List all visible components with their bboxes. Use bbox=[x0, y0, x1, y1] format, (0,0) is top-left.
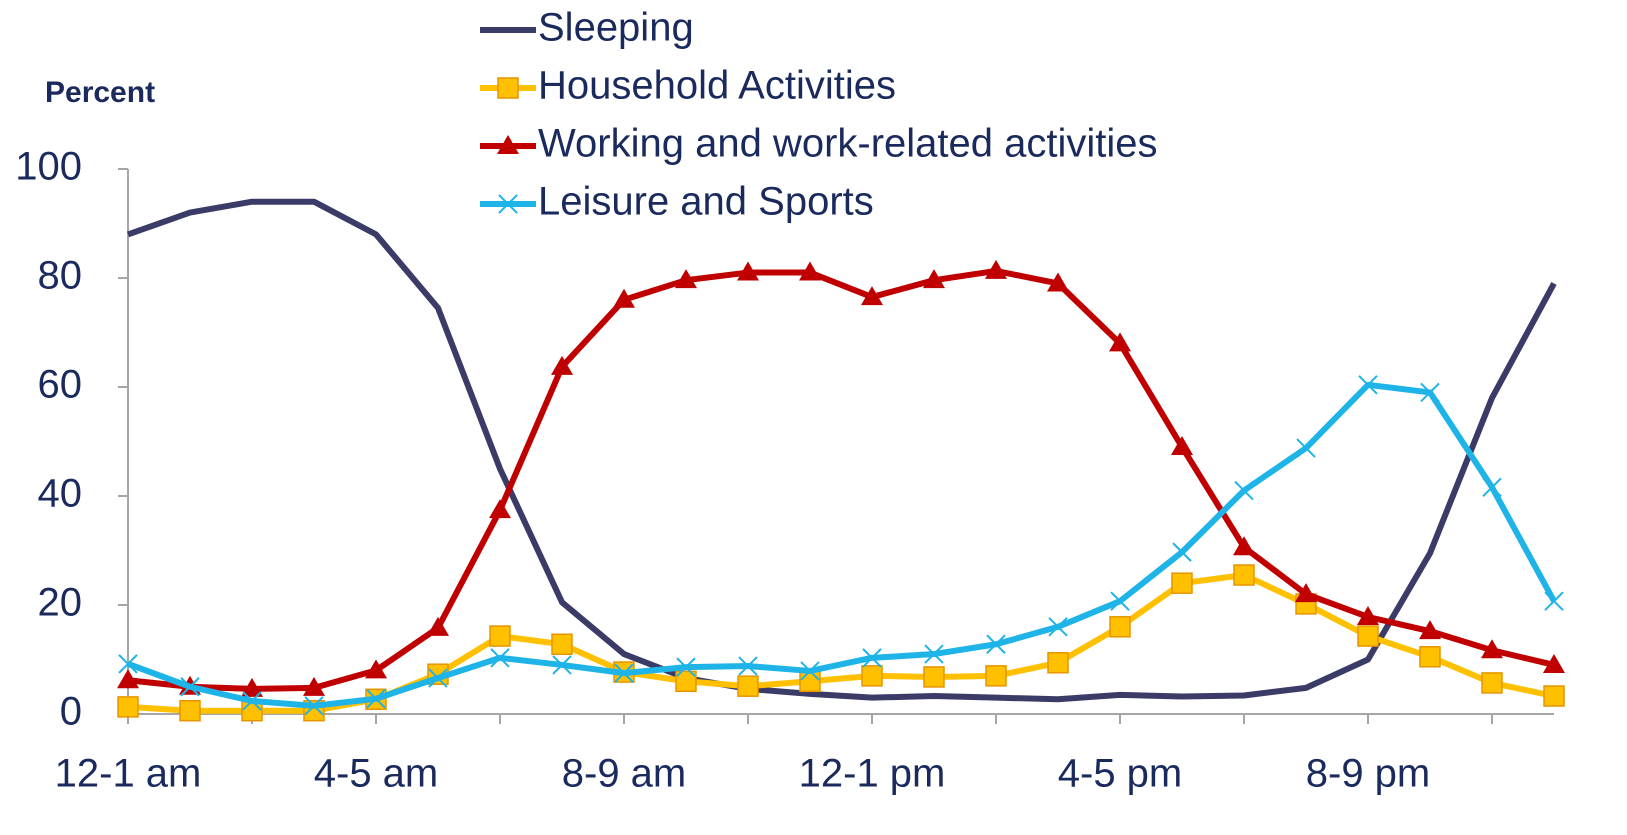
point-marker bbox=[1047, 272, 1069, 292]
point-marker bbox=[924, 644, 944, 664]
point-marker bbox=[1419, 620, 1441, 640]
point-marker bbox=[1171, 572, 1193, 594]
legend-marker bbox=[498, 194, 518, 214]
point-marker bbox=[117, 696, 139, 718]
series-line bbox=[127, 198, 1557, 703]
point-marker bbox=[1233, 564, 1255, 586]
point-marker bbox=[923, 269, 945, 289]
point-marker bbox=[986, 634, 1006, 654]
point-marker bbox=[1233, 536, 1255, 556]
legend-label: Sleeping bbox=[538, 6, 694, 50]
point-marker bbox=[1110, 591, 1130, 611]
x-tick-label: 4-5 am bbox=[314, 752, 439, 796]
point-marker bbox=[366, 689, 386, 709]
legend-marker bbox=[497, 135, 519, 154]
y-tick-label: 40 bbox=[38, 472, 83, 516]
point-marker bbox=[304, 696, 324, 716]
point-marker bbox=[613, 288, 635, 308]
point-marker bbox=[675, 269, 697, 289]
point-marker bbox=[1295, 583, 1317, 603]
point-marker bbox=[242, 691, 262, 711]
point-marker bbox=[799, 670, 821, 693]
point-marker bbox=[1482, 477, 1502, 497]
point-marker bbox=[676, 657, 696, 677]
x-tick-label: 12-1 pm bbox=[799, 752, 946, 796]
point-marker bbox=[985, 259, 1007, 279]
series-line bbox=[127, 572, 1555, 714]
x-tick-label: 8-9 pm bbox=[1306, 752, 1431, 796]
point-marker bbox=[551, 355, 573, 375]
point-marker bbox=[985, 665, 1007, 687]
y-tick-label: 100 bbox=[15, 145, 82, 189]
point-marker bbox=[365, 659, 387, 679]
point-marker bbox=[923, 666, 945, 688]
point-marker bbox=[862, 648, 882, 668]
y-tick-label: 0 bbox=[60, 690, 82, 734]
point-marker bbox=[1481, 639, 1503, 659]
point-marker bbox=[1357, 625, 1379, 647]
y-tick-label: 20 bbox=[38, 581, 83, 625]
point-marker bbox=[1048, 617, 1068, 637]
point-marker bbox=[1358, 375, 1378, 395]
y-tick-label: 60 bbox=[38, 363, 83, 407]
point-marker bbox=[1481, 672, 1503, 694]
point-marker bbox=[861, 286, 883, 306]
point-marker bbox=[800, 661, 820, 681]
point-marker bbox=[489, 625, 511, 647]
point-marker bbox=[427, 616, 449, 636]
point-marker bbox=[117, 669, 139, 689]
point-marker bbox=[118, 654, 138, 674]
point-marker bbox=[1543, 685, 1565, 707]
point-marker bbox=[1047, 652, 1069, 674]
point-marker bbox=[1172, 542, 1192, 562]
legend-label: Household Activities bbox=[538, 64, 896, 108]
point-marker bbox=[241, 677, 263, 697]
legend-marker bbox=[497, 77, 519, 99]
point-marker bbox=[1171, 435, 1193, 455]
point-marker bbox=[737, 261, 759, 281]
point-marker bbox=[1109, 332, 1131, 352]
x-tick-label: 8-9 am bbox=[562, 752, 687, 796]
point-marker bbox=[489, 499, 511, 519]
point-marker bbox=[551, 633, 573, 655]
point-marker bbox=[1357, 605, 1379, 625]
point-marker bbox=[614, 663, 634, 683]
point-marker bbox=[428, 668, 448, 688]
point-marker bbox=[552, 655, 572, 675]
point-marker bbox=[738, 656, 758, 676]
point-marker bbox=[799, 261, 821, 281]
point-marker bbox=[179, 699, 201, 722]
point-marker bbox=[180, 677, 200, 697]
legend-label: Leisure and Sports bbox=[538, 180, 874, 224]
point-marker bbox=[303, 676, 325, 696]
point-marker bbox=[1420, 382, 1440, 403]
y-tick-label: 80 bbox=[38, 254, 83, 298]
legend-label: Working and work-related activities bbox=[538, 122, 1158, 166]
x-tick-label: 4-5 pm bbox=[1058, 752, 1183, 796]
point-marker bbox=[490, 648, 510, 668]
point-marker bbox=[737, 675, 759, 697]
point-marker bbox=[1543, 653, 1565, 673]
point-marker bbox=[1296, 438, 1316, 458]
point-marker bbox=[1544, 591, 1564, 611]
point-marker bbox=[1419, 646, 1441, 668]
y-axis-label: Percent bbox=[45, 76, 155, 109]
point-marker bbox=[1109, 616, 1131, 638]
x-tick-label: 12-1 am bbox=[55, 752, 202, 796]
point-marker bbox=[1234, 480, 1254, 501]
point-marker bbox=[861, 665, 883, 687]
series-line bbox=[127, 267, 1555, 692]
point-marker bbox=[675, 670, 697, 693]
series-line bbox=[126, 381, 1557, 709]
